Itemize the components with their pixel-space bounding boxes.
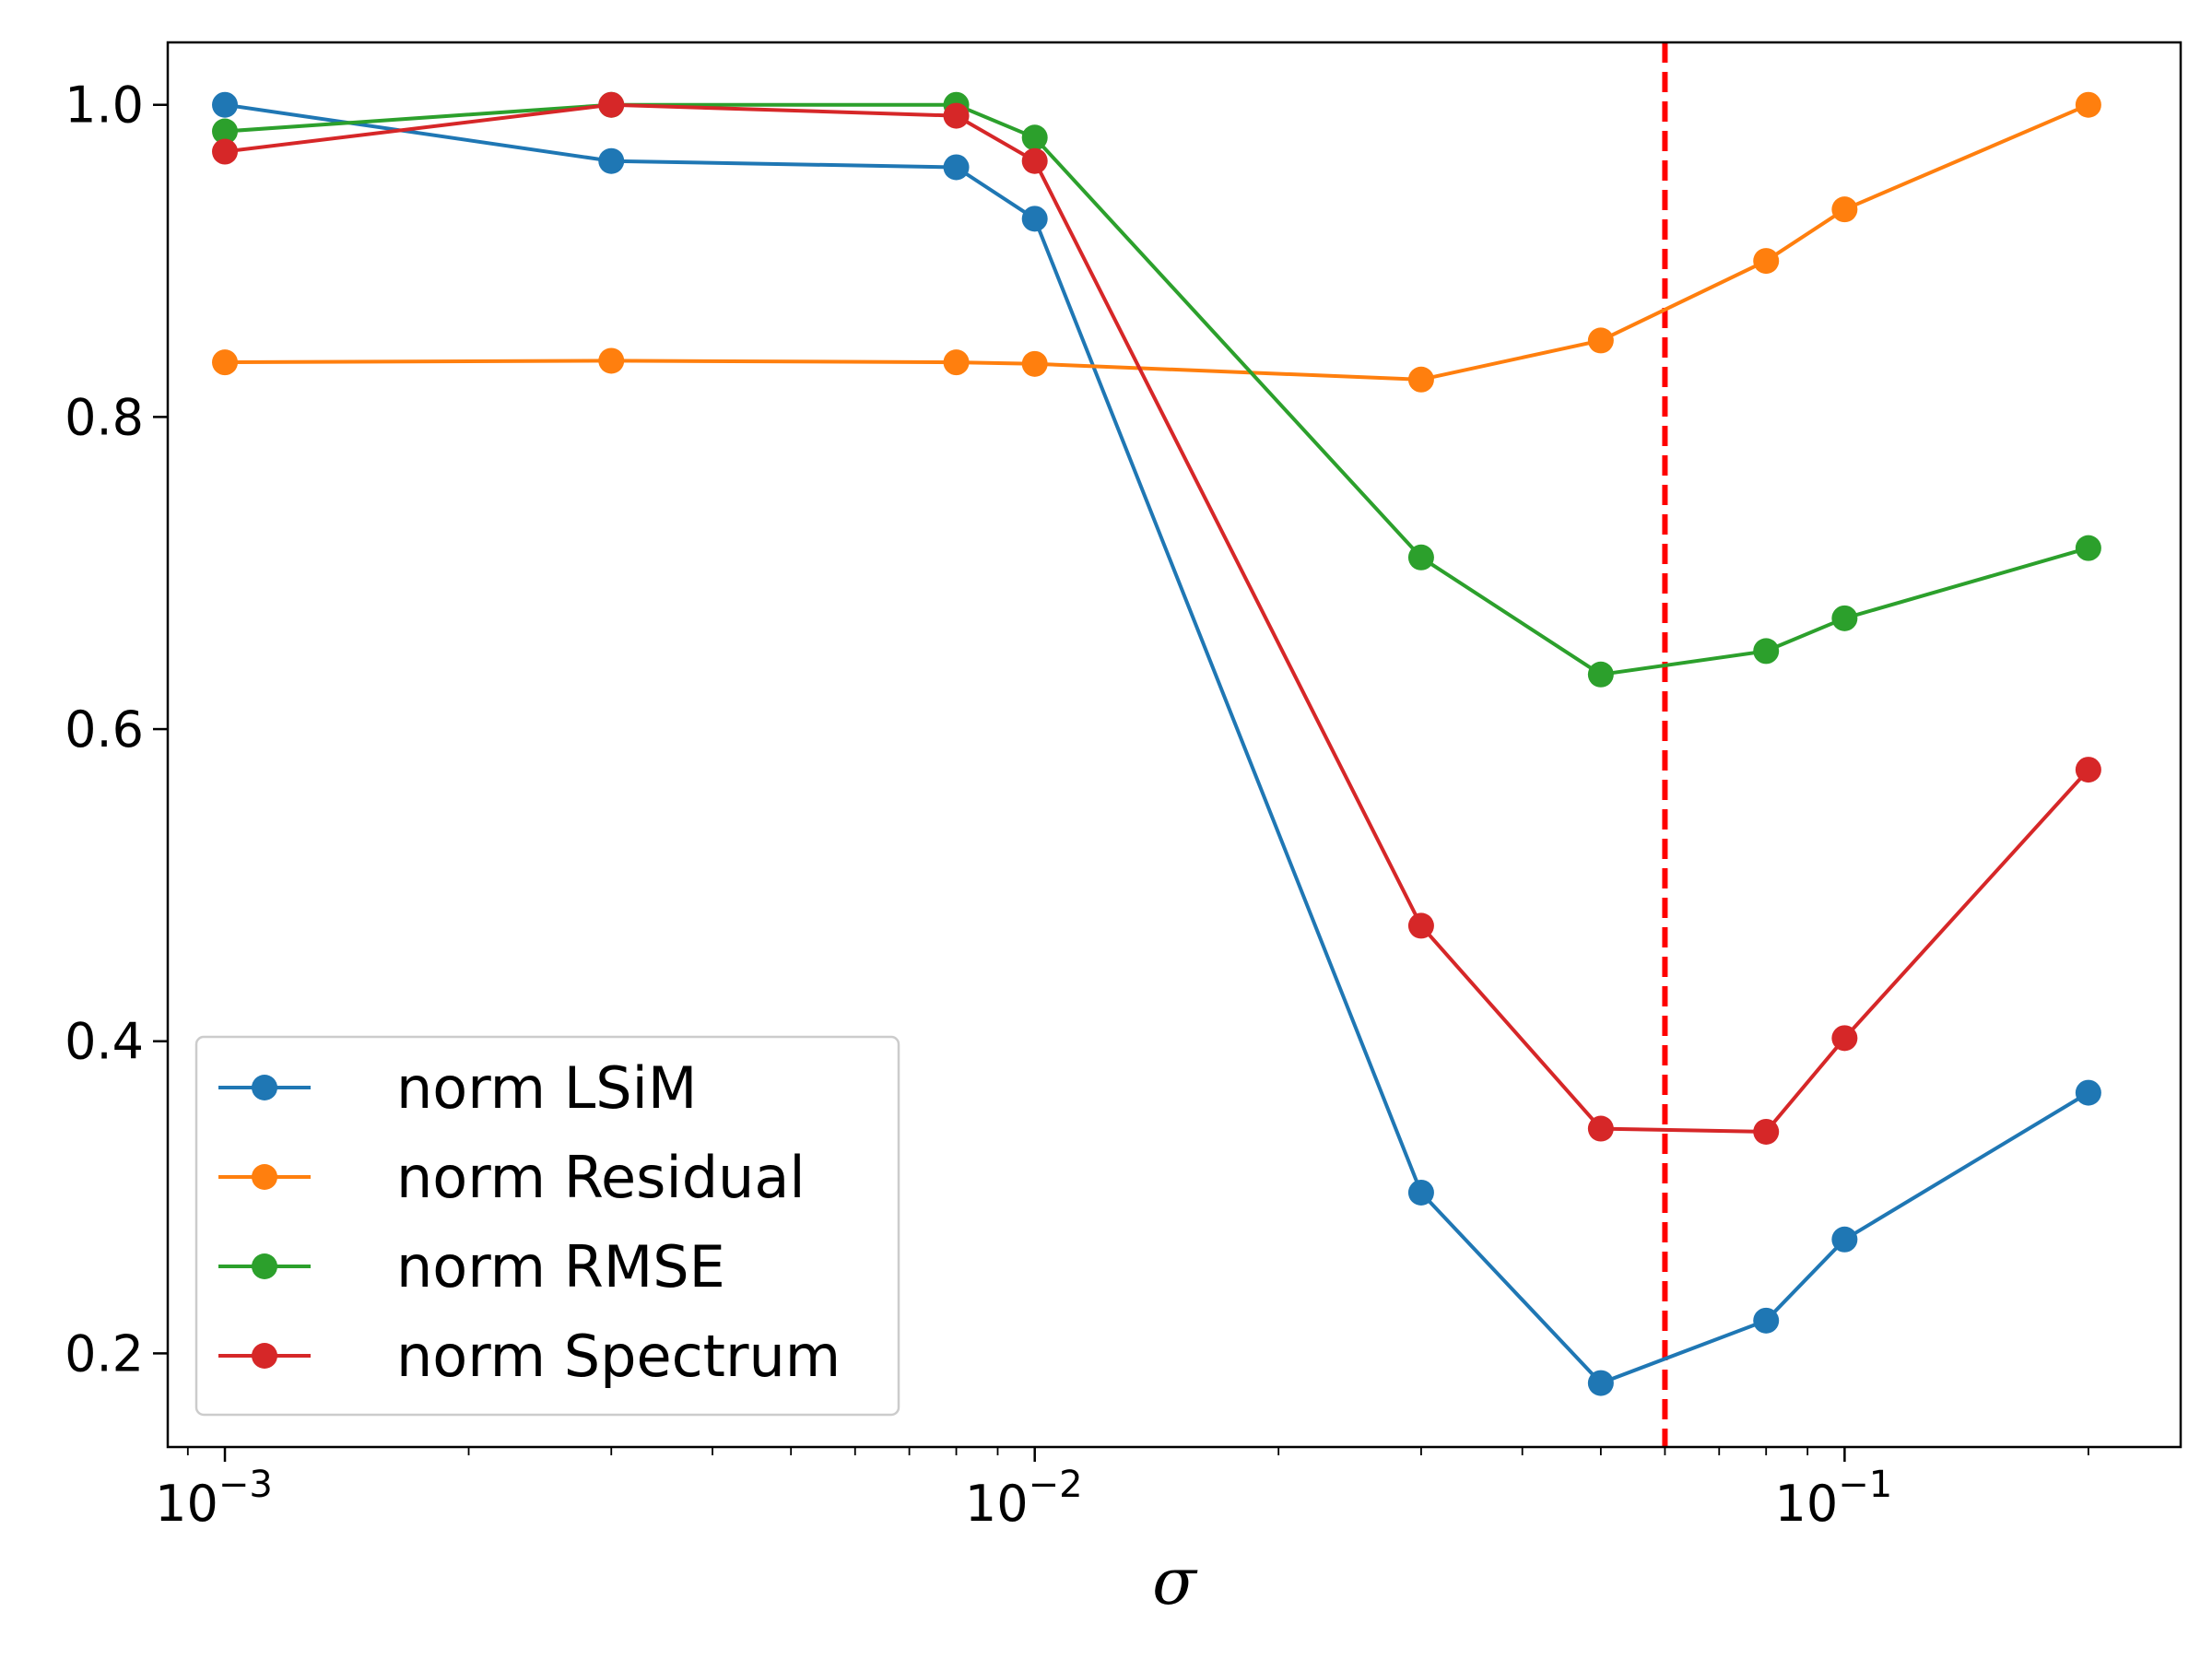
data-point-norm-residual: [1753, 248, 1780, 275]
y-tick-label: 1.0: [65, 76, 144, 135]
y-tick-label: 0.2: [65, 1324, 144, 1382]
legend-label-norm-lsim: norm LSiM: [396, 1054, 697, 1122]
data-point-norm-rmse: [1021, 124, 1048, 151]
data-point-norm-residual: [1021, 350, 1048, 377]
y-tick-label: 0.4: [65, 1013, 144, 1071]
legend-label-norm-rmse: norm RMSE: [396, 1233, 725, 1300]
data-point-norm-spectrum: [2075, 757, 2101, 783]
data-point-norm-spectrum: [1753, 1118, 1780, 1145]
data-point-norm-spectrum: [212, 138, 239, 165]
data-point-norm-spectrum: [598, 91, 625, 118]
legend-marker-norm-lsim: [252, 1075, 277, 1100]
legend: norm LSiM norm Residual norm RMSE norm Spec…: [194, 1035, 900, 1417]
data-point-norm-spectrum: [1021, 147, 1048, 174]
data-point-norm-lsim: [1831, 1226, 1858, 1253]
data-point-norm-lsim: [943, 154, 970, 181]
data-point-norm-rmse: [1407, 544, 1434, 571]
series-norm-lsim: [212, 91, 2101, 1396]
x-axis-label: σ: [1152, 1544, 1198, 1619]
y-tick-label: 0.6: [65, 700, 144, 759]
data-point-norm-spectrum: [943, 102, 970, 129]
data-point-norm-residual: [212, 349, 239, 376]
series-group: [212, 91, 2101, 1396]
x-tick-label: 10−1: [1775, 1464, 1893, 1533]
legend-label-norm-residual: norm Residual: [396, 1144, 806, 1211]
data-point-norm-lsim: [2075, 1079, 2101, 1106]
data-point-norm-lsim: [1587, 1370, 1614, 1396]
x-tick-label: 10−3: [155, 1464, 273, 1533]
x-tick-label: 10−2: [965, 1464, 1083, 1533]
y-axis: 0.2 0.4 0.6 0.8 1.0: [65, 76, 168, 1382]
data-point-norm-rmse: [1753, 638, 1780, 665]
data-point-norm-lsim: [1407, 1179, 1434, 1206]
data-point-norm-rmse: [1587, 661, 1614, 688]
data-point-norm-residual: [943, 349, 970, 376]
data-point-norm-spectrum: [1407, 912, 1434, 939]
data-point-norm-residual: [2075, 91, 2101, 118]
data-point-norm-rmse: [2075, 535, 2101, 561]
data-point-norm-residual: [598, 347, 625, 374]
x-axis: 10−3 10−2 10−1: [155, 1447, 2089, 1533]
data-point-norm-rmse: [1831, 605, 1858, 631]
legend-label-norm-spectrum: norm Spectrum: [396, 1323, 841, 1390]
data-point-norm-lsim: [598, 147, 625, 174]
y-tick-label: 0.8: [65, 388, 144, 446]
data-point-norm-lsim: [1021, 206, 1048, 232]
series-norm-spectrum: [212, 91, 2101, 1145]
data-point-norm-spectrum: [1831, 1025, 1858, 1052]
data-point-norm-lsim: [1753, 1307, 1780, 1334]
legend-marker-norm-spectrum: [252, 1343, 277, 1369]
data-point-norm-rmse: [212, 118, 239, 145]
series-norm-residual: [212, 91, 2101, 393]
legend-marker-norm-residual: [252, 1164, 277, 1190]
data-point-norm-residual: [1407, 366, 1434, 393]
data-point-norm-residual: [1831, 196, 1858, 223]
plot-frame: [166, 41, 2183, 1449]
data-point-norm-residual: [1587, 327, 1614, 354]
legend-marker-norm-rmse: [252, 1253, 277, 1279]
legend-box: [194, 1035, 900, 1417]
data-point-norm-lsim: [212, 91, 239, 118]
data-point-norm-spectrum: [1587, 1115, 1614, 1142]
